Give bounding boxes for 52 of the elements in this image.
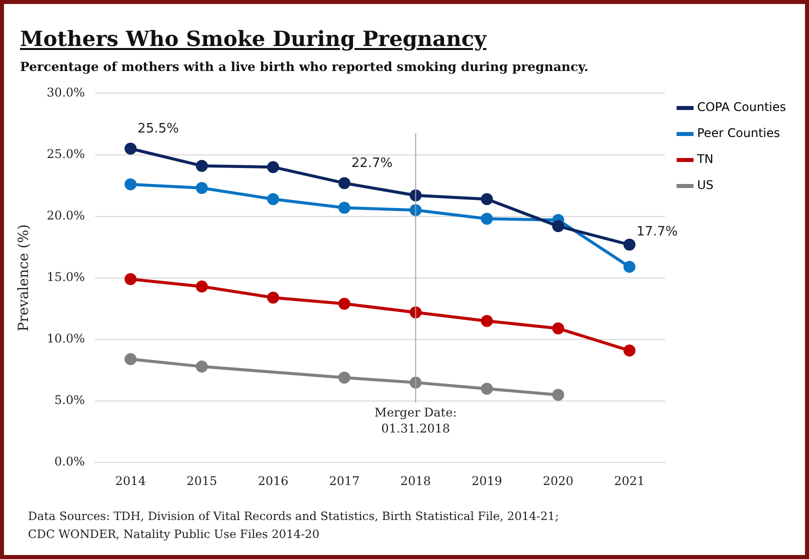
x-tick-label: 2020	[542, 474, 574, 488]
point	[124, 273, 137, 286]
y-tick-label: 10.0%	[46, 332, 85, 346]
x-tick-label: 2015	[186, 474, 218, 488]
text: Data Sources: TDH, Division of Vital Records and Statistics, Birth Statistical File, 2014-21; CDC WONDER, Natality Public Use Files 2014-20	[28, 508, 559, 543]
x-tick-label: 2014	[115, 474, 146, 488]
y-tick-label: 30.0%	[46, 85, 85, 100]
point	[196, 182, 208, 194]
point	[124, 142, 137, 155]
point	[196, 160, 208, 172]
point	[196, 360, 208, 373]
point	[480, 193, 493, 206]
point	[338, 177, 350, 190]
y-tick-label: 25.0%	[46, 146, 85, 161]
point	[480, 212, 493, 225]
y-axis-title: Prevalence (%)	[16, 224, 32, 332]
point	[480, 314, 493, 327]
y-tick-label: 5.0%	[54, 393, 85, 408]
point	[196, 280, 208, 293]
y-tick-label: 15.0%	[46, 270, 85, 284]
point	[623, 344, 636, 357]
data-label: 25.5%	[138, 122, 179, 137]
point	[267, 161, 280, 174]
data-label: 17.7%	[636, 224, 678, 240]
point	[552, 388, 564, 401]
point	[480, 382, 493, 395]
y-tick-label: 20.0%	[46, 208, 85, 222]
data-label: 22.7%	[351, 156, 393, 172]
point	[552, 322, 564, 334]
point	[338, 202, 350, 214]
point	[552, 220, 564, 232]
point	[267, 292, 280, 304]
point	[338, 298, 350, 310]
point	[267, 193, 280, 206]
legend-label: COPA Counties	[697, 100, 786, 114]
point	[124, 178, 137, 190]
point	[338, 372, 350, 384]
legend-label: US	[697, 178, 714, 192]
legend-label: Peer Counties	[697, 126, 780, 140]
x-tick-label: 2017	[329, 474, 360, 488]
x-tick-label: 2021	[614, 474, 645, 488]
y-tick-label: 0.0%	[54, 454, 85, 469]
legend-label: TN	[696, 152, 714, 166]
x-tick-label: 2018	[400, 474, 431, 488]
chart-subtitle: Percentage of mothers with a live birth who reported smoking during pregnancy.	[20, 59, 588, 74]
point	[124, 353, 137, 366]
point	[623, 260, 636, 273]
x-tick-label: 2019	[472, 474, 502, 488]
chart-title: Mothers Who Smoke During Pregnancy	[20, 26, 486, 51]
ref-line-label: Merger Date: 01.31.2018	[374, 406, 457, 436]
point	[623, 238, 636, 251]
x-tick-label: 2016	[258, 474, 288, 488]
